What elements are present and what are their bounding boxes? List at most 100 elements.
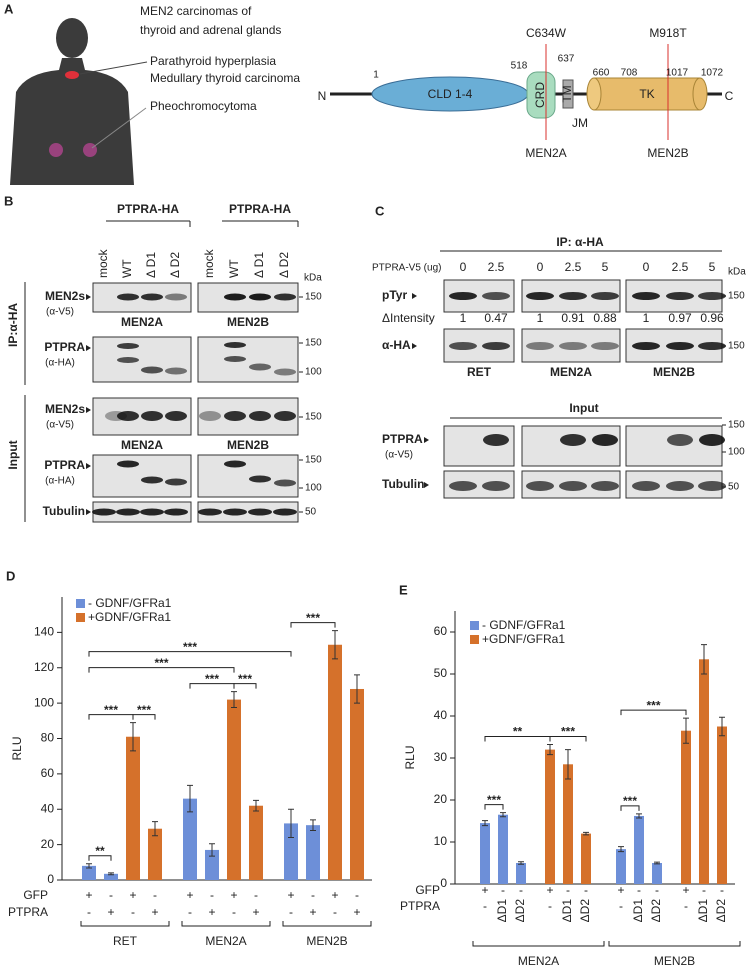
band	[698, 292, 726, 300]
band	[224, 411, 246, 421]
bar	[126, 736, 140, 880]
intensity-value: 0.88	[593, 311, 617, 325]
condition-label: ΔD2	[714, 899, 728, 923]
bar	[699, 659, 709, 884]
blot-label: MEN2B	[227, 315, 269, 329]
antibody-label: (α-V5)	[46, 420, 74, 431]
condition-name: PTPRA	[8, 905, 48, 919]
blot	[92, 336, 192, 383]
band	[141, 411, 163, 421]
domain-tk-end	[692, 77, 708, 111]
band	[632, 342, 660, 350]
band	[141, 366, 163, 374]
row-label: PTPRA	[382, 432, 423, 446]
antibody-label: (α-HA)	[45, 358, 75, 369]
band	[698, 342, 726, 350]
thyroid	[65, 71, 79, 79]
arrowhead	[86, 407, 91, 413]
arrowhead	[86, 463, 91, 469]
lane-label: WT	[120, 259, 134, 278]
significance-label: ***	[205, 672, 219, 686]
row-label: Tubulin	[382, 477, 424, 491]
line	[91, 107, 147, 149]
condition-label: ΔD1	[560, 899, 574, 923]
bar	[545, 749, 555, 884]
mutation-disease: MEN2A	[525, 146, 566, 160]
domain-label: JM	[572, 116, 588, 130]
band	[249, 293, 271, 301]
condition-label: -	[109, 888, 113, 902]
section-label: Input	[569, 401, 598, 415]
y-tick-label: 10	[434, 834, 448, 848]
band	[632, 292, 660, 300]
significance-label: ***	[561, 725, 575, 739]
band	[632, 481, 660, 491]
blot-label: MEN2A	[121, 438, 163, 452]
intensity-value: 0.47	[484, 311, 508, 325]
condition-label: +	[230, 888, 237, 902]
band	[249, 363, 271, 371]
condition-label: -	[188, 905, 192, 919]
error-bar	[86, 863, 92, 869]
significance-label: ***	[154, 656, 168, 670]
blot	[92, 454, 192, 498]
condition-label: -	[131, 905, 135, 919]
condition-name: PTPRA	[400, 899, 440, 913]
construct-label: PTPRA-HA	[117, 202, 179, 216]
significance-label: ***	[137, 703, 151, 717]
band	[666, 292, 694, 300]
arrowhead	[424, 437, 429, 443]
band	[224, 293, 246, 301]
condition-label: +	[107, 905, 114, 919]
condition-label: -	[254, 888, 258, 902]
condition-label: ΔD1	[631, 899, 645, 923]
significance-label: ***	[646, 698, 660, 712]
condition-label: -	[584, 883, 588, 897]
y-tick-label: 120	[34, 660, 54, 674]
bar	[498, 814, 508, 884]
lane-label: Δ D2	[277, 252, 291, 278]
band	[117, 293, 139, 301]
domain-tm	[562, 79, 574, 109]
bar	[82, 865, 96, 880]
error-bar	[719, 716, 725, 737]
group-label: MEN2A	[205, 934, 246, 948]
bar	[284, 823, 298, 880]
error-bar	[354, 674, 360, 704]
body-silhouette	[10, 58, 134, 185]
annotation: Parathyroid hyperplasia	[150, 54, 276, 68]
legend-swatch	[470, 621, 479, 630]
lane-label: mock	[202, 248, 216, 278]
dose-value: 5	[709, 260, 716, 274]
band	[224, 460, 246, 468]
error-bar	[683, 717, 689, 744]
condition-label: -	[289, 905, 293, 919]
bar	[350, 688, 364, 880]
condition-label: ΔD1	[696, 899, 710, 923]
residue-number: 637	[558, 54, 575, 65]
error-bar	[253, 799, 259, 812]
y-axis-label: RLU	[403, 745, 417, 769]
condition-label: +	[546, 883, 553, 897]
error-bar	[583, 831, 589, 836]
legend-swatch	[76, 599, 85, 608]
band	[274, 293, 296, 301]
band	[559, 342, 587, 350]
residue-number: 518	[511, 61, 528, 72]
significance-bracket	[88, 667, 235, 673]
band	[274, 479, 296, 487]
size-marker: 150	[305, 412, 322, 423]
blot-label: MEN2B	[227, 438, 269, 452]
group-bracket	[282, 921, 372, 927]
condition-label: ΔD1	[495, 899, 509, 923]
band	[560, 434, 586, 446]
construct-label: PTPRA-HA	[229, 202, 291, 216]
band	[164, 508, 188, 516]
band	[699, 434, 725, 446]
legend-swatch	[470, 635, 479, 644]
dose-value: 2.5	[488, 260, 505, 274]
error-bar	[547, 744, 553, 756]
bar	[634, 815, 644, 884]
